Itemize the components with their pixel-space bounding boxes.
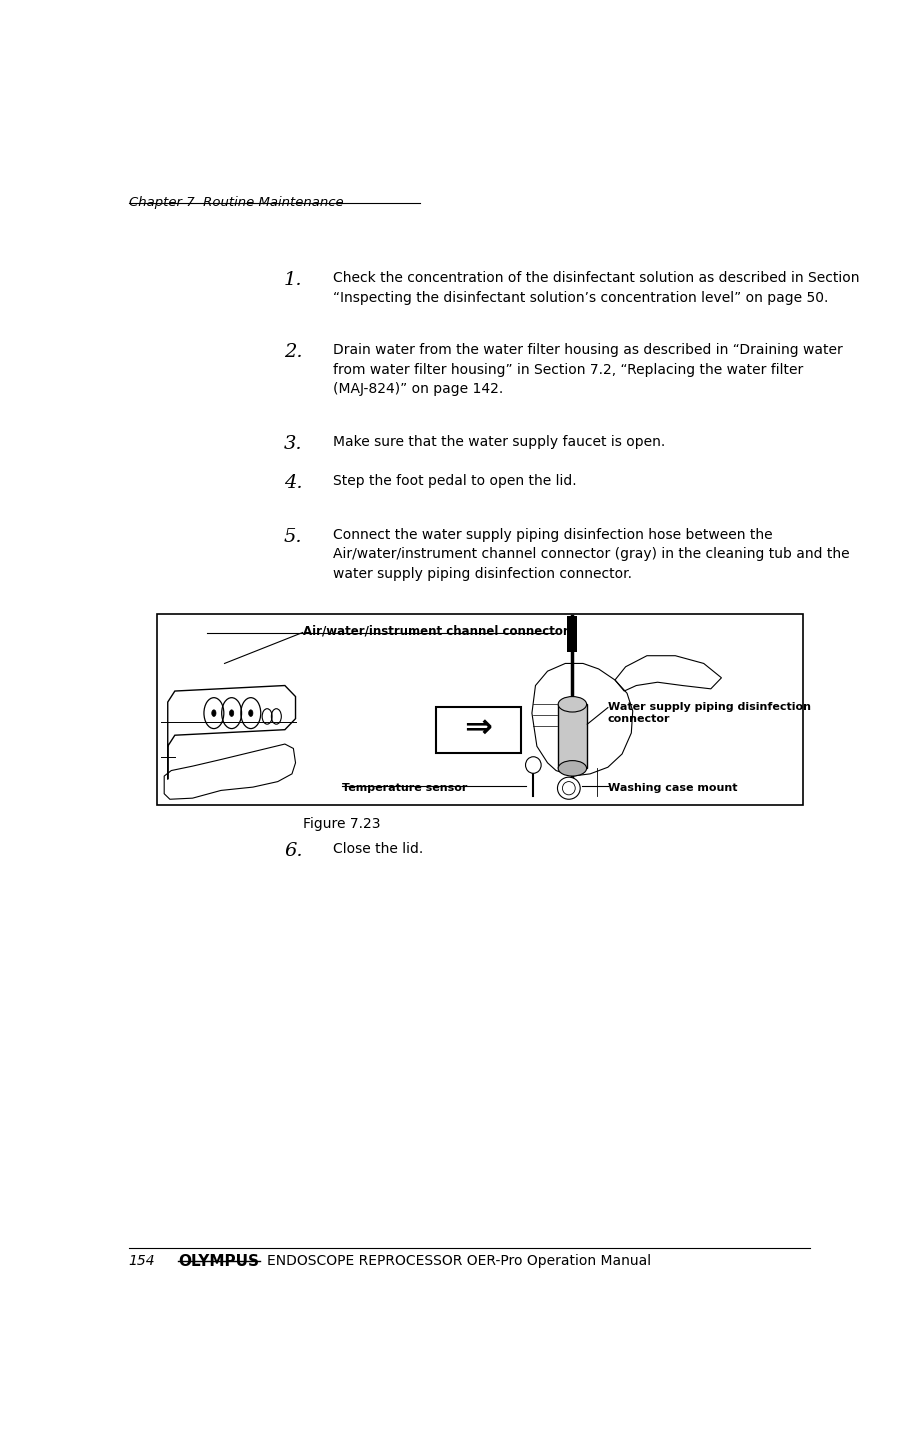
Circle shape: [212, 710, 216, 717]
Text: OLYMPUS: OLYMPUS: [179, 1255, 259, 1269]
Text: Washing case mount: Washing case mount: [608, 783, 737, 793]
Ellipse shape: [558, 760, 586, 776]
Bar: [558, 704, 586, 769]
Bar: [158, 614, 803, 804]
Ellipse shape: [558, 777, 580, 799]
Text: Temperature sensor: Temperature sensor: [342, 783, 467, 793]
Circle shape: [248, 710, 253, 717]
Bar: [567, 617, 577, 652]
Text: Water supply piping disinfection
connector: Water supply piping disinfection connect…: [608, 703, 811, 724]
Text: 6.: 6.: [284, 842, 302, 860]
Text: Close the lid.: Close the lid.: [333, 842, 423, 856]
Ellipse shape: [558, 697, 586, 713]
Text: ENDOSCOPE REPROCESSOR OER-Pro Operation Manual: ENDOSCOPE REPROCESSOR OER-Pro Operation …: [267, 1255, 651, 1268]
Circle shape: [230, 710, 234, 717]
Text: 5.: 5.: [284, 528, 302, 545]
Text: 3.: 3.: [284, 435, 302, 453]
Text: Air/water/instrument channel connector: Air/water/instrument channel connector: [302, 625, 568, 638]
Text: Check the concentration of the disinfectant solution as described in Section
“In: Check the concentration of the disinfect…: [333, 271, 859, 305]
Text: Chapter 7  Routine Maintenance: Chapter 7 Routine Maintenance: [128, 196, 344, 209]
FancyBboxPatch shape: [436, 707, 520, 753]
Text: 4.: 4.: [284, 473, 302, 492]
Text: Connect the water supply piping disinfection hose between the
Air/water/instrume: Connect the water supply piping disinfec…: [333, 528, 850, 581]
Text: 2.: 2.: [284, 343, 302, 361]
Text: 154: 154: [128, 1255, 156, 1268]
Ellipse shape: [526, 757, 541, 773]
Text: ⇒: ⇒: [464, 711, 492, 744]
Text: Make sure that the water supply faucet is open.: Make sure that the water supply faucet i…: [333, 435, 665, 449]
Text: 1.: 1.: [284, 271, 302, 290]
Text: Drain water from the water filter housing as described in “Draining water
from w: Drain water from the water filter housin…: [333, 343, 843, 396]
Text: Step the foot pedal to open the lid.: Step the foot pedal to open the lid.: [333, 473, 577, 488]
Text: Figure 7.23: Figure 7.23: [302, 817, 380, 830]
